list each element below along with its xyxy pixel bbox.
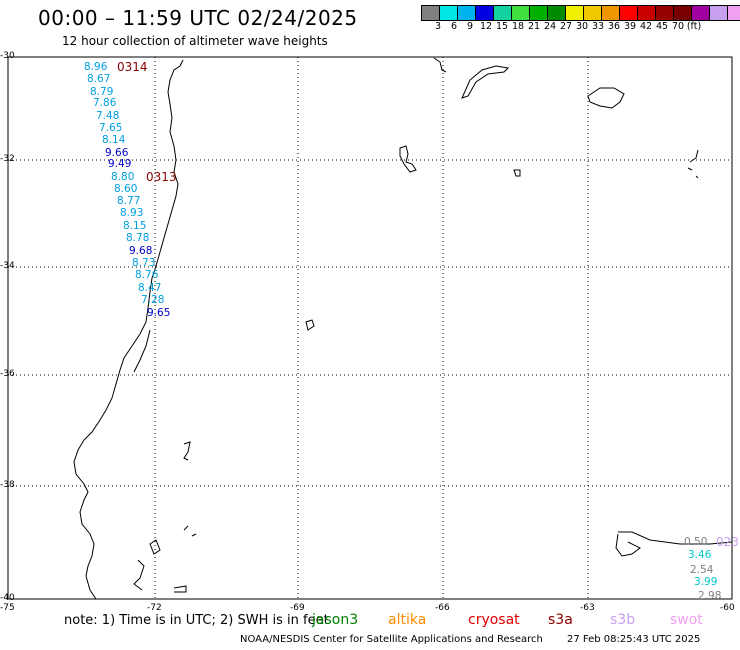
colorbar-label: 15: [495, 21, 509, 32]
map-subtitle: 12 hour collection of altimeter wave hei…: [62, 34, 328, 48]
wave-height-value: 9.66: [105, 147, 129, 159]
credit-text: NOAA/NESDIS Center for Satellite Applica…: [240, 634, 543, 645]
island-9: [183, 525, 197, 537]
wave-height-value: 7.48: [96, 110, 119, 122]
island-5: [513, 169, 521, 177]
latitude-label: -32: [0, 154, 15, 164]
track-label: 0314: [117, 60, 148, 74]
wave-height-colorbar: [421, 5, 740, 21]
wave-height-value: 8.93: [120, 207, 143, 219]
chile-coastline-inland: [133, 329, 151, 373]
satellite-legend-item: altika: [388, 612, 427, 628]
map-title: 00:00 – 11:59 UTC 02/24/2025: [38, 6, 358, 30]
colorbar-label: 39: [623, 21, 637, 32]
colorbar-label: 27: [559, 21, 573, 32]
tierra-del-fuego: [615, 531, 733, 557]
track-labels: 0314 0313 023: [117, 60, 739, 549]
wave-height-value: 2.54: [690, 564, 714, 576]
island-4: [399, 145, 417, 173]
track-label: 0313: [146, 170, 177, 184]
wave-height-value: 8.47: [138, 282, 161, 294]
colorbar-label: 3: [434, 21, 442, 32]
island-12: [173, 585, 187, 593]
satellite-legend-item: swot: [670, 612, 703, 628]
island-3: [587, 87, 625, 109]
wave-height-value: 8.67: [87, 73, 110, 85]
longitude-label: -60: [720, 603, 735, 613]
latitude-label: -40: [0, 593, 15, 603]
chile-coastline: [73, 59, 184, 600]
wave-height-value: 7.28: [141, 294, 164, 306]
wave-height-value: 3.99: [694, 576, 717, 588]
colorbar-label: 70: [671, 21, 685, 32]
wave-height-value: 8.14: [102, 134, 126, 146]
colorbar-label: 30: [575, 21, 589, 32]
wave-height-value: 7.65: [99, 122, 122, 134]
satellite-legend-item: cryosat: [468, 612, 520, 628]
satellite-legend-item: jason3: [312, 612, 359, 628]
colorbar-label: 12: [479, 21, 493, 32]
wave-height-value: 0.50: [684, 536, 707, 548]
wave-height-value: 8.76: [135, 269, 159, 281]
wave-height-value: 8.73: [132, 257, 155, 269]
altimeter-observations: 8.968.678.797.867.487.658.149.669.498.80…: [84, 61, 721, 602]
satellite-legend-item: s3a: [548, 612, 573, 628]
colorbar-label: 24: [543, 21, 557, 32]
wave-height-value: 9.68: [129, 245, 152, 257]
island-8: [183, 441, 191, 461]
latitude-label: -30: [0, 51, 15, 61]
colorbar-swatch: [727, 5, 740, 21]
wave-height-value: 8.79: [90, 86, 113, 98]
satellite-legend-item: s3b: [610, 612, 636, 628]
longitude-label: -72: [147, 603, 162, 613]
island-7: [305, 319, 315, 331]
wave-height-value: 9.65: [147, 307, 170, 319]
wave-height-value: 8.80: [111, 171, 134, 183]
map-frame: [7, 56, 733, 600]
longitude-label: -66: [435, 603, 450, 613]
wave-height-value: 2.98: [698, 590, 721, 602]
graticule: [8, 57, 732, 599]
colorbar-label: 6: [450, 21, 458, 32]
colorbar-label: 36: [607, 21, 621, 32]
island-11: [133, 559, 145, 591]
longitude-label: -63: [580, 603, 595, 613]
colorbar-label: 9: [466, 21, 474, 32]
wave-height-value: 3.46: [688, 549, 712, 561]
footer-note: note: 1) Time is in UTC; 2) SWH is in fe…: [64, 613, 329, 628]
island-2: [461, 65, 510, 99]
island-6: [687, 149, 699, 179]
wave-height-value: 8.78: [126, 232, 149, 244]
track-label: 023: [716, 535, 739, 549]
wave-height-value: 8.77: [117, 195, 140, 207]
colorbar-labels: 3 6 9 12 15 18 21 24 27 30 33 36 39 42 45 70 (ft): [422, 21, 740, 33]
latitude-label: -38: [0, 480, 15, 490]
island-10: [149, 539, 161, 555]
wave-height-value: 9.49: [108, 158, 131, 170]
colorbar-label: 33: [591, 21, 605, 32]
longitude-label: -75: [0, 603, 15, 613]
colorbar-label: 42: [639, 21, 653, 32]
coastlines: [73, 57, 733, 600]
wave-height-value: 7.86: [93, 97, 117, 109]
colorbar-label: 18: [511, 21, 525, 32]
wave-height-value: 8.96: [84, 61, 108, 73]
island-1: [433, 57, 447, 73]
wave-height-value: 8.15: [123, 220, 146, 232]
colorbar-label: 45: [655, 21, 669, 32]
colorbar-unit: (ft): [686, 21, 702, 32]
generation-timestamp: 27 Feb 08:25:43 UTC 2025: [567, 634, 701, 645]
colorbar-label: 21: [527, 21, 541, 32]
longitude-label: -69: [290, 603, 305, 613]
latitude-label: -34: [0, 261, 15, 271]
latitude-label: -36: [0, 369, 15, 379]
wave-height-value: 8.60: [114, 183, 137, 195]
